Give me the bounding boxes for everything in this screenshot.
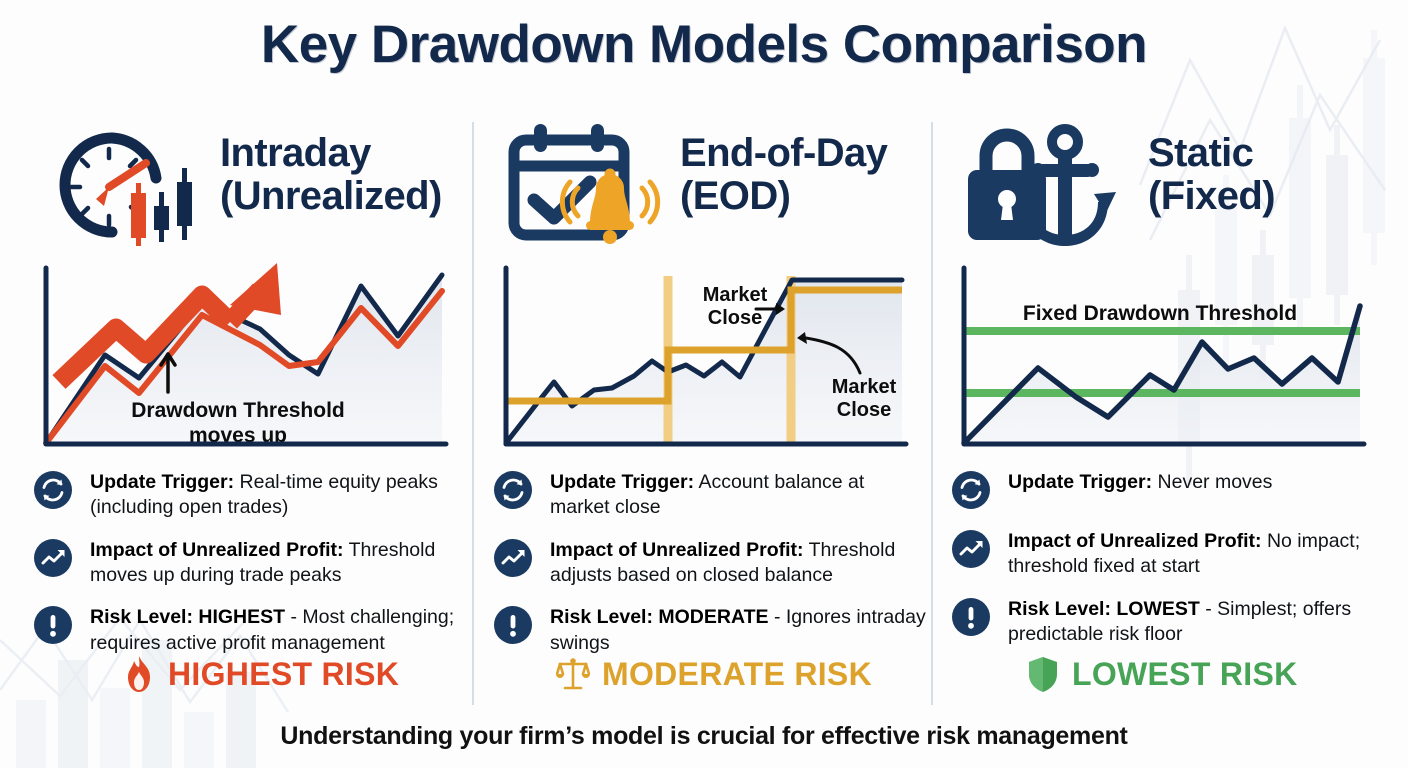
bullet-update-trigger: Update Trigger: Never moves (952, 470, 1384, 512)
bullet-label: Update Trigger: (90, 471, 235, 493)
sync-icon (952, 471, 990, 509)
bullet-label: Impact of Unrealized Profit: (550, 538, 804, 561)
column-eod: End-of-Day (EOD) Market Close (494, 118, 934, 673)
bullet-impact-unrealized: Impact of Unrealized Profit: Threshold m… (34, 538, 466, 589)
bullet-list-eod: Update Trigger: Account balance at marke… (494, 470, 926, 656)
bullet-text: Impact of Unrealized Profit: Threshold m… (90, 538, 466, 589)
bullet-label: Update Trigger: (550, 471, 695, 493)
column-static: Static (Fixed) Fixed Drawdown Threshold (952, 118, 1392, 664)
annotation-fixed-drawdown-threshold: Fixed Drawdown Threshold (1023, 302, 1297, 325)
column-intraday: Intraday (Unrealized) (34, 118, 474, 673)
bullet-text: Risk Level: LOWEST - Simplest; offers pr… (1008, 597, 1384, 648)
sync-icon (494, 471, 532, 509)
annotation-market-close-1-line1: Market (703, 284, 768, 306)
bullet-risk-level: Risk Level: MODERATE - Ignores intraday … (494, 605, 926, 656)
column-title-intraday: Intraday (Unrealized) (220, 131, 442, 218)
bullet-text: Update Trigger: Account balance at marke… (550, 470, 926, 521)
footer-text: Understanding your firm’s model is cruci… (280, 722, 1128, 750)
annotation-market-close-1-line2: Close (708, 307, 762, 329)
trending-up-icon (952, 530, 990, 568)
column-header-eod: End-of-Day (EOD) (494, 118, 934, 248)
alert-icon (494, 606, 532, 645)
calendar-check-bell-icon (508, 124, 661, 244)
alert-icon (34, 606, 72, 645)
bullet-label: Impact of Unrealized Profit: (90, 538, 344, 561)
bullet-text: Impact of Unrealized Profit: No impact; … (1008, 529, 1384, 580)
candlestick-navy-1 (154, 192, 169, 242)
page-title: Key Drawdown Models Comparison (260, 15, 1148, 74)
column-title-eod: End-of-Day (EOD) (680, 131, 888, 218)
risk-badge-lowest: LOWEST RISK (1026, 655, 1298, 693)
bullet-text: Risk Level: MODERATE - Ignores intraday … (550, 605, 926, 656)
chart-static: Fixed Drawdown Threshold (952, 262, 1372, 454)
clock-candlestick-icon (59, 132, 192, 246)
bullet-label: Impact of Unrealized Profit: (1008, 530, 1262, 552)
bullet-label: Risk Level: HIGHEST (90, 606, 286, 629)
bullet-impact-unrealized: Impact of Unrealized Profit: No impact; … (952, 529, 1384, 580)
bullet-label: Update Trigger: (1008, 471, 1153, 493)
bullet-risk-level: Risk Level: HIGHEST - Most challenging; … (34, 605, 466, 656)
equity-area-fill (964, 306, 1360, 443)
bullet-label: Risk Level: MODERATE (550, 606, 769, 629)
lock-anchor-icon (968, 124, 1116, 246)
annotation-market-close-2-line2: Close (837, 399, 891, 421)
annotation-drawdown-threshold-line1: Drawdown Threshold (131, 399, 345, 422)
annotation-market-close-2-line1: Market (832, 376, 897, 398)
shield-icon (1029, 657, 1057, 692)
candlestick-red (131, 183, 146, 246)
risk-badge-highest: HIGHEST RISK (122, 655, 399, 693)
risk-badge-label: MODERATE RISK (602, 655, 872, 692)
candlestick-navy-2 (177, 168, 192, 240)
bullet-update-trigger: Update Trigger: Account balance at marke… (494, 470, 926, 521)
chart-intraday: Drawdown Threshold moves up (34, 262, 454, 454)
bullet-risk-level: Risk Level: LOWEST - Simplest; offers pr… (952, 597, 1384, 648)
bullet-text: Risk Level: HIGHEST - Most challenging; … (90, 605, 466, 656)
bullet-impact-unrealized: Impact of Unrealized Profit: Threshold a… (494, 538, 926, 589)
sync-icon (34, 471, 72, 509)
scales-icon (556, 658, 590, 690)
bullet-text: Impact of Unrealized Profit: Threshold a… (550, 538, 926, 589)
bullet-list-intraday: Update Trigger: Real-time equity peaks (… (34, 470, 466, 656)
trending-up-icon (494, 538, 532, 577)
risk-badge-moderate: MODERATE RISK (556, 655, 872, 693)
bullet-list-static: Update Trigger: Never moves Impact of Un… (952, 470, 1384, 647)
bullet-text: Update Trigger: Real-time equity peaks (… (90, 470, 466, 521)
trending-up-icon (34, 538, 72, 577)
bullet-update-trigger: Update Trigger: Real-time equity peaks (… (34, 470, 466, 521)
alert-icon (952, 597, 990, 636)
flame-icon (128, 656, 150, 692)
risk-badge-label: HIGHEST RISK (168, 655, 400, 692)
bullet-text: Update Trigger: Never moves (1008, 470, 1384, 495)
chart-eod: Market Close Market Close (494, 262, 914, 454)
risk-badge-label: LOWEST RISK (1072, 655, 1298, 692)
bullet-body: Never moves (1152, 471, 1273, 493)
column-header-static: Static (Fixed) (952, 118, 1392, 248)
bullet-label: Risk Level: LOWEST (1008, 597, 1200, 620)
column-title-static: Static (Fixed) (1148, 131, 1276, 218)
column-header-intraday: Intraday (Unrealized) (34, 118, 474, 248)
